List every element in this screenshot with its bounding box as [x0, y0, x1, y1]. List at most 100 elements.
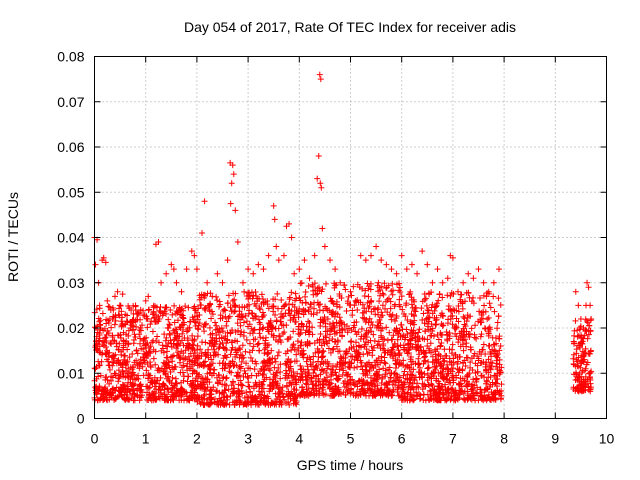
data-point [126, 388, 133, 395]
data-point [498, 381, 505, 388]
data-point [317, 180, 324, 187]
data-point [260, 324, 267, 331]
data-point [194, 346, 201, 353]
data-point [493, 357, 500, 364]
data-point [419, 298, 426, 305]
data-point [421, 354, 428, 361]
data-point [234, 320, 241, 327]
data-point [322, 377, 329, 384]
data-point [328, 298, 335, 305]
data-point [95, 358, 102, 365]
data-point [278, 310, 285, 317]
data-point [395, 361, 402, 368]
data-point [462, 362, 469, 369]
data-point [388, 392, 395, 399]
data-point [257, 334, 264, 341]
data-point [136, 340, 143, 347]
data-point [163, 365, 170, 372]
data-point [332, 310, 339, 317]
data-point [107, 339, 114, 346]
data-point [182, 390, 189, 397]
data-point [447, 306, 454, 313]
data-point [233, 390, 240, 397]
data-point [470, 392, 477, 399]
data-point [430, 370, 437, 377]
data-point [257, 306, 264, 313]
data-point [161, 396, 168, 403]
data-point [429, 382, 436, 389]
data-point [478, 331, 485, 338]
data-point [186, 356, 193, 363]
data-point [212, 326, 219, 333]
data-point [379, 302, 386, 309]
data-point [463, 382, 470, 389]
data-point [299, 321, 306, 328]
data-point [224, 300, 231, 307]
data-point [168, 261, 175, 268]
data-point [151, 394, 158, 401]
data-point [322, 280, 329, 287]
data-point [239, 279, 246, 286]
data-point [348, 292, 355, 299]
data-point [259, 296, 266, 303]
data-point [245, 401, 252, 408]
data-point [433, 356, 440, 363]
data-point [130, 369, 137, 376]
data-point [360, 351, 367, 358]
data-point [412, 334, 419, 341]
data-point [307, 304, 314, 311]
data-point [286, 359, 293, 366]
data-point [336, 366, 343, 373]
data-point [202, 358, 209, 365]
data-point [388, 266, 395, 273]
data-point [227, 200, 234, 207]
data-point [185, 373, 192, 380]
data-point [176, 359, 183, 366]
data-point [418, 305, 425, 312]
data-point [142, 351, 149, 358]
data-point [392, 381, 399, 388]
data-point [247, 389, 254, 396]
data-point [343, 323, 350, 330]
data-point [203, 320, 210, 327]
data-point [302, 299, 309, 306]
data-point [199, 229, 206, 236]
data-point [347, 288, 354, 295]
data-point [474, 368, 481, 375]
data-point [98, 390, 105, 397]
data-point [487, 350, 494, 357]
data-point [367, 286, 374, 293]
data-point [384, 349, 391, 356]
data-point [312, 363, 319, 370]
data-point [231, 362, 238, 369]
data-point [142, 340, 149, 347]
data-point [397, 321, 404, 328]
data-point [139, 389, 145, 396]
data-point [351, 356, 358, 363]
data-point [338, 332, 345, 339]
data-point [330, 345, 337, 352]
data-point [274, 290, 281, 297]
data-point [224, 396, 231, 403]
data-point [453, 374, 460, 381]
data-point [260, 266, 267, 273]
data-point [337, 279, 344, 286]
data-point [430, 333, 437, 340]
data-point [573, 346, 580, 353]
data-point [304, 391, 311, 398]
data-point [255, 340, 262, 347]
data-point [494, 319, 501, 326]
data-point [147, 350, 154, 357]
data-point [483, 385, 490, 392]
data-point [282, 400, 289, 407]
x-tick-label: 7 [449, 431, 457, 447]
data-point [435, 383, 442, 390]
data-point [378, 386, 385, 393]
data-point [260, 335, 267, 342]
data-point [436, 291, 443, 298]
data-point [427, 392, 434, 399]
data-point [495, 295, 502, 302]
data-point [223, 340, 230, 347]
data-point [481, 395, 488, 402]
data-point [450, 355, 457, 362]
